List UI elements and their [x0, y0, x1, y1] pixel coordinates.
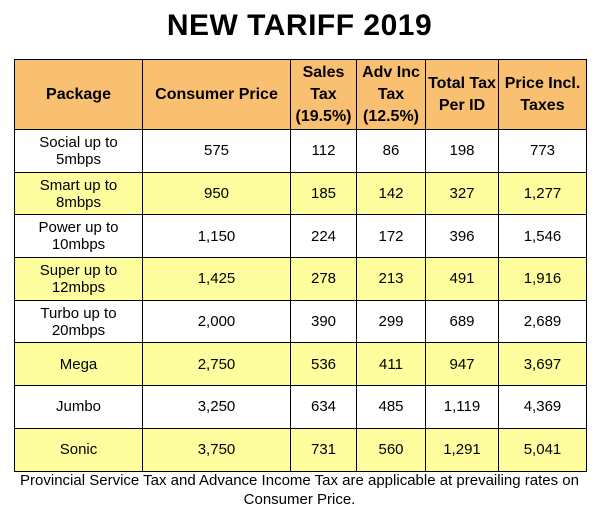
- total-tax-cell: 491: [425, 257, 499, 301]
- package-cell: Jumbo: [14, 385, 143, 429]
- price-incl-cell: 773: [498, 129, 587, 173]
- consumer-price-cell: 3,750: [142, 427, 291, 472]
- table-row: Smart up to 8mbps 950 185 142 327 1,277: [14, 171, 587, 216]
- consumer-price-cell: 1,150: [142, 214, 291, 259]
- total-tax-cell: 1,291: [425, 427, 499, 472]
- table-row: Mega 2,750 536 411 947 3,697: [14, 342, 587, 387]
- sales-tax-cell: 390: [290, 299, 357, 344]
- sales-tax-cell: 224: [290, 214, 357, 259]
- price-incl-cell: 5,041: [498, 427, 587, 472]
- table-row: Jumbo 3,250 634 485 1,119 4,369: [14, 385, 587, 429]
- package-cell: Smart up to 8mbps: [14, 171, 143, 216]
- adv-inc-tax-cell: 299: [356, 299, 426, 344]
- price-incl-cell: 3,697: [498, 342, 587, 387]
- price-incl-cell: 2,689: [498, 299, 587, 344]
- consumer-price-cell: 575: [142, 129, 291, 173]
- header-sales-tax: Sales Tax (19.5%): [290, 59, 357, 130]
- price-incl-cell: 1,277: [498, 171, 587, 216]
- adv-inc-tax-cell: 172: [356, 214, 426, 259]
- total-tax-cell: 689: [425, 299, 499, 344]
- table-row: Power up to 10mbps 1,150 224 172 396 1,5…: [14, 214, 587, 259]
- header-total-tax: Total Tax Per ID: [425, 59, 499, 130]
- total-tax-cell: 947: [425, 342, 499, 387]
- adv-inc-tax-cell: 485: [356, 385, 426, 429]
- header-package: Package: [14, 59, 143, 130]
- consumer-price-cell: 2,000: [142, 299, 291, 344]
- package-cell: Mega: [14, 342, 143, 387]
- header-consumer-price: Consumer Price: [142, 59, 291, 130]
- sales-tax-cell: 278: [290, 257, 357, 301]
- price-incl-cell: 1,546: [498, 214, 587, 259]
- header-adv-inc-tax: Adv Inc Tax (12.5%): [356, 59, 426, 130]
- consumer-price-cell: 1,425: [142, 257, 291, 301]
- consumer-price-cell: 2,750: [142, 342, 291, 387]
- table-row: Sonic 3,750 731 560 1,291 5,041: [14, 427, 587, 472]
- package-cell: Sonic: [14, 427, 143, 472]
- sales-tax-cell: 185: [290, 171, 357, 216]
- sales-tax-cell: 634: [290, 385, 357, 429]
- total-tax-cell: 1,119: [425, 385, 499, 429]
- package-cell: Turbo up to 20mbps: [14, 299, 143, 344]
- sales-tax-cell: 731: [290, 427, 357, 472]
- table-row: Super up to 12mbps 1,425 278 213 491 1,9…: [14, 257, 587, 301]
- adv-inc-tax-cell: 142: [356, 171, 426, 216]
- package-cell: Social up to 5mbps: [14, 129, 143, 173]
- sales-tax-cell: 536: [290, 342, 357, 387]
- price-incl-cell: 4,369: [498, 385, 587, 429]
- consumer-price-cell: 950: [142, 171, 291, 216]
- adv-inc-tax-cell: 560: [356, 427, 426, 472]
- footnote: Provincial Service Tax and Advance Incom…: [20, 472, 579, 508]
- price-incl-cell: 1,916: [498, 257, 587, 301]
- header-price-incl-taxes: Price Incl. Taxes: [498, 59, 587, 130]
- consumer-price-cell: 3,250: [142, 385, 291, 429]
- adv-inc-tax-cell: 86: [356, 129, 426, 173]
- table-row: Turbo up to 20mbps 2,000 390 299 689 2,6…: [14, 299, 587, 344]
- adv-inc-tax-cell: 213: [356, 257, 426, 301]
- tariff-table: Package Consumer Price Sales Tax (19.5%)…: [14, 59, 587, 472]
- page-title: NEW TARIFF 2019: [166, 9, 433, 42]
- total-tax-cell: 396: [425, 214, 499, 259]
- total-tax-cell: 198: [425, 129, 499, 173]
- table-header-row: Package Consumer Price Sales Tax (19.5%)…: [14, 59, 587, 130]
- package-cell: Power up to 10mbps: [14, 214, 143, 259]
- total-tax-cell: 327: [425, 171, 499, 216]
- package-cell: Super up to 12mbps: [14, 257, 143, 301]
- adv-inc-tax-cell: 411: [356, 342, 426, 387]
- table-row: Social up to 5mbps 575 112 86 198 773: [14, 129, 587, 173]
- sales-tax-cell: 112: [290, 129, 357, 173]
